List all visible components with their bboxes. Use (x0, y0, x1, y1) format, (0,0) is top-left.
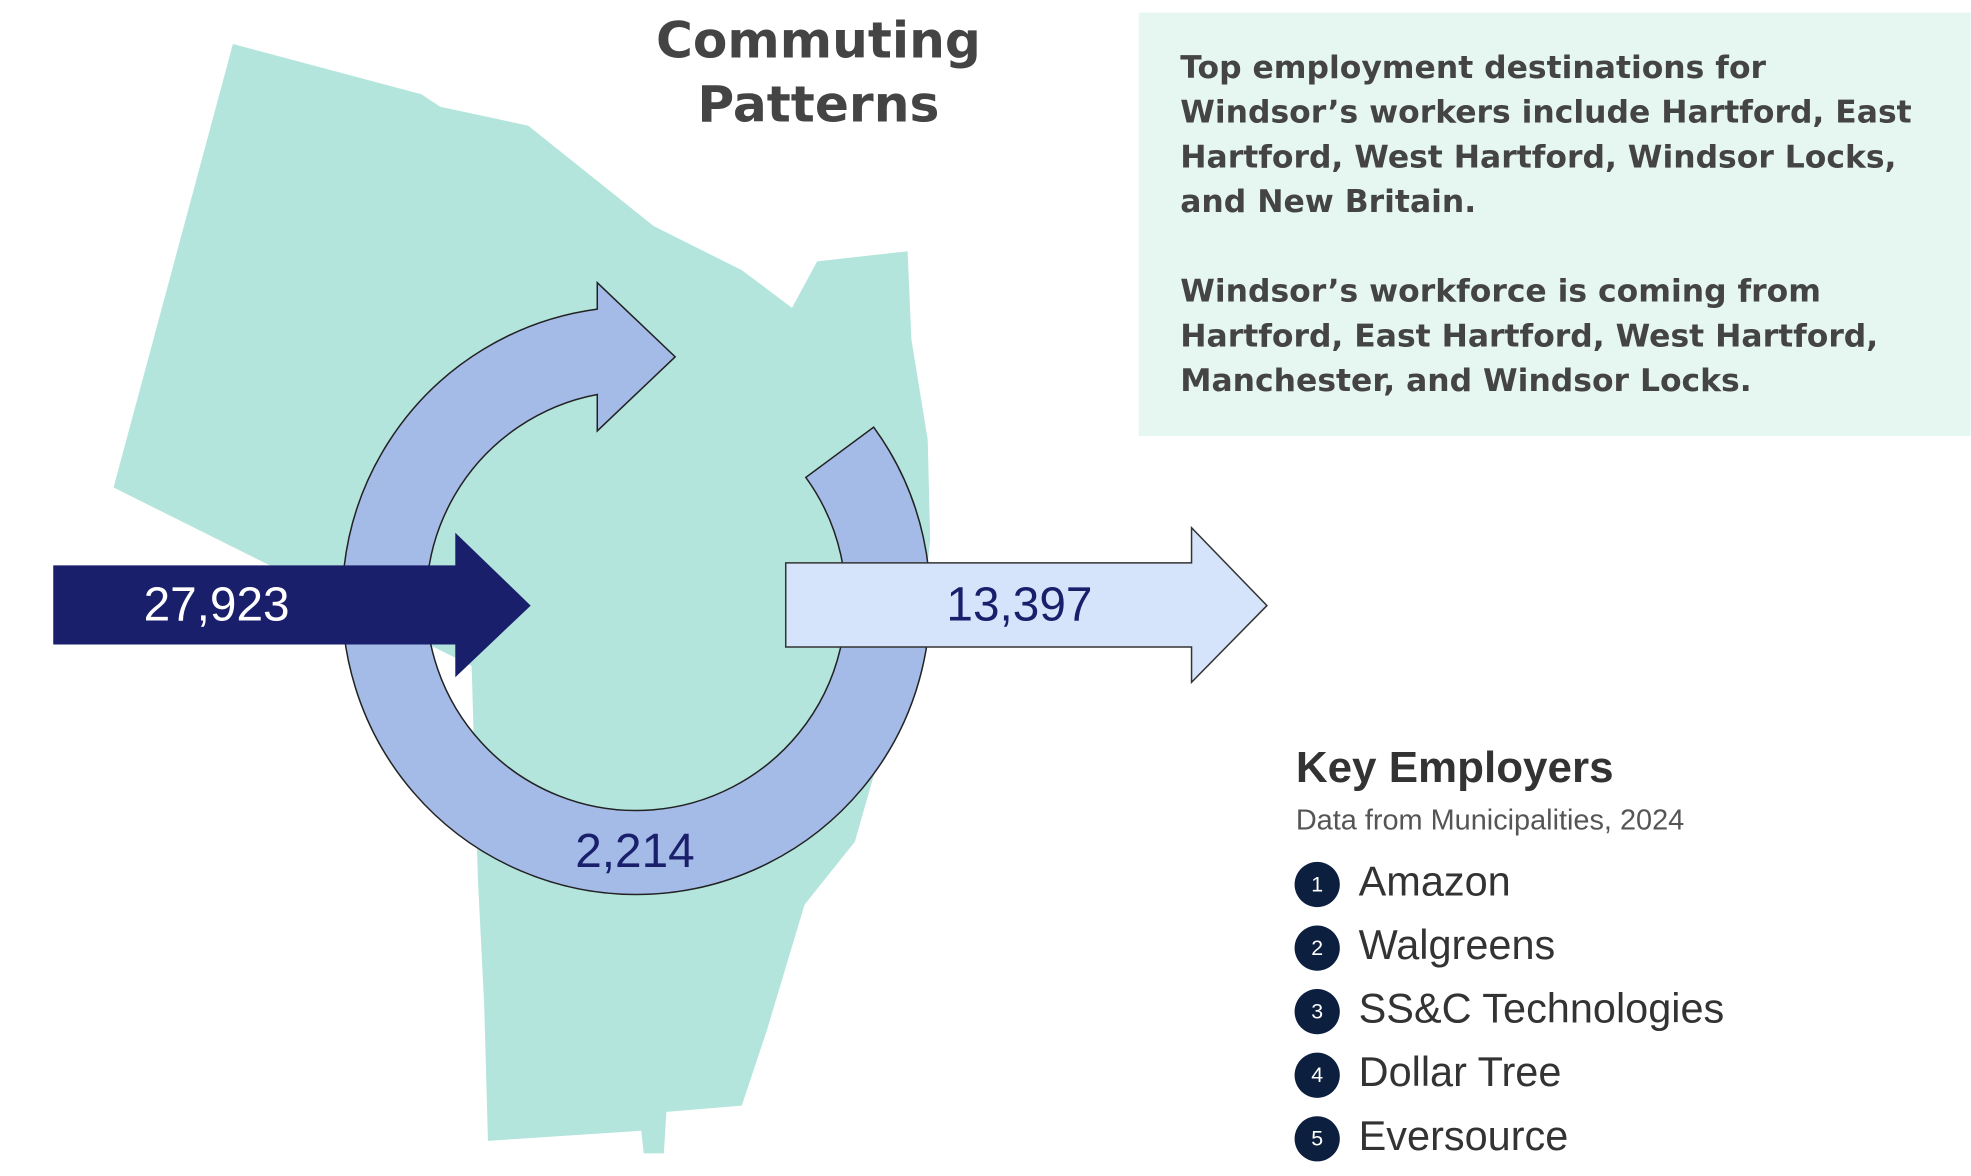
info-line: Hartford, West Hartford, Windsor Locks, (1180, 139, 1896, 175)
title-line: Patterns (697, 75, 939, 134)
info-line: Windsor’s workers include Hartford, East (1180, 95, 1911, 131)
info-box (1138, 12, 1971, 436)
employer-name: Amazon (1359, 857, 1511, 904)
rank-number: 2 (1311, 936, 1323, 960)
rank-badge (1294, 925, 1340, 971)
rank-badge (1294, 989, 1340, 1035)
rank-number: 3 (1311, 1000, 1323, 1024)
internal-count: 2,214 (575, 825, 694, 878)
info-text: Top employment destinations for Windsor’s… (1180, 50, 1911, 399)
inbound-arrow (53, 532, 531, 678)
info-line: and New Britain. (1180, 184, 1476, 220)
employers-title: Key Employers (1296, 743, 1614, 792)
info-line: Top employment destinations for (1180, 50, 1766, 86)
employer-name: Walgreens (1359, 921, 1556, 968)
internal-flow-arrow (341, 280, 931, 896)
employer-name: Eversource (1359, 1112, 1569, 1159)
info-line: Manchester, and Windsor Locks. (1180, 363, 1751, 399)
rank-badge (1294, 1052, 1340, 1098)
title-line: Commuting (656, 10, 981, 69)
rank-number: 1 (1311, 872, 1323, 896)
employer-list: 1 Amazon 2 Walgreens 3 SS&C Technologies 4 Doll… (1294, 857, 1725, 1162)
outbound-count: 13,397 (946, 579, 1092, 632)
rank-number: 4 (1311, 1063, 1323, 1087)
employers-subtitle: Data from Municipalities, 2024 (1296, 804, 1684, 836)
outbound-arrow (784, 525, 1268, 685)
rank-badge (1294, 1116, 1340, 1162)
info-line: Hartford, East Hartford, West Hartford, (1180, 318, 1878, 354)
employer-name: Dollar Tree (1359, 1048, 1562, 1095)
info-line: Windsor’s workforce is coming from (1180, 274, 1821, 310)
employer-name: SS&C Technologies (1359, 985, 1725, 1032)
inbound-count: 27,923 (144, 579, 290, 632)
rank-badge (1294, 861, 1340, 908)
rank-number: 5 (1311, 1127, 1323, 1151)
